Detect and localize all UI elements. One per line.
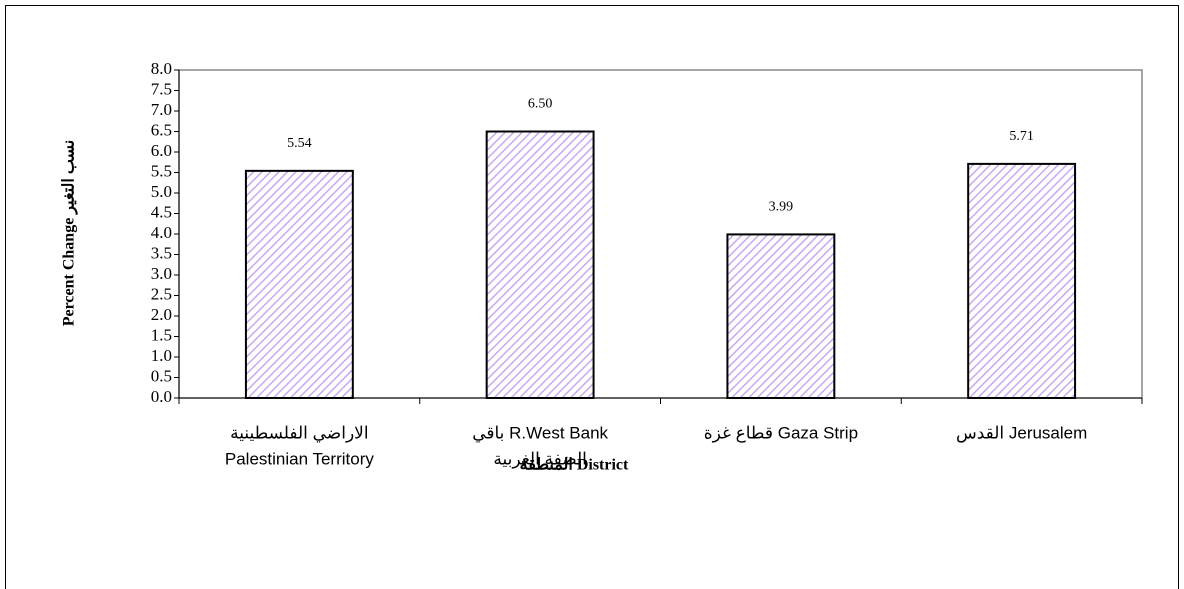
y-tick-label: 3.5 [151,243,172,262]
bar [485,130,595,399]
bar [726,233,836,399]
data-label: 6.50 [528,97,553,112]
x-axis-label: المنطقة District [520,457,629,474]
data-label: 3.99 [769,200,794,215]
x-tick-label: الاراضي الفلسطينية [230,423,368,443]
y-tick-label: 3.0 [151,264,172,283]
x-tick-label: Palestinian Territory [225,449,374,468]
y-tick-label: 2.5 [151,284,172,303]
data-label: 5.71 [1009,129,1034,144]
y-tick-label: 1.5 [151,325,172,344]
y-tick-label: 8.0 [151,59,172,78]
bar [244,169,354,399]
y-tick-label: 7.0 [151,100,172,119]
y-tick-label: 0.5 [151,366,172,385]
y-tick-label: 6.5 [151,120,172,139]
y-tick-label: 1.0 [151,346,172,365]
y-tick-label: 5.0 [151,182,172,201]
y-tick-label: 2.0 [151,305,172,324]
y-tick-label: 4.0 [151,223,172,242]
bar [967,162,1077,399]
x-tick-label: القدس Jerusalem [956,423,1087,443]
x-tick-label: قطاع غزة Gaza Strip [704,423,858,443]
y-tick-label: 0.0 [151,387,172,406]
data-label: 5.54 [287,136,312,151]
y-tick-label: 6.0 [151,141,172,160]
x-tick-label: باقي R.West Bank [472,423,608,442]
x-tick-label: الضفة الغربية [493,449,587,469]
y-axis-label: Percent Change نسب التغير [61,140,79,327]
y-tick-label: 7.5 [151,79,172,98]
y-tick-label: 4.5 [151,202,172,221]
y-tick-label: 5.5 [151,161,172,180]
chart-border [5,5,1179,589]
